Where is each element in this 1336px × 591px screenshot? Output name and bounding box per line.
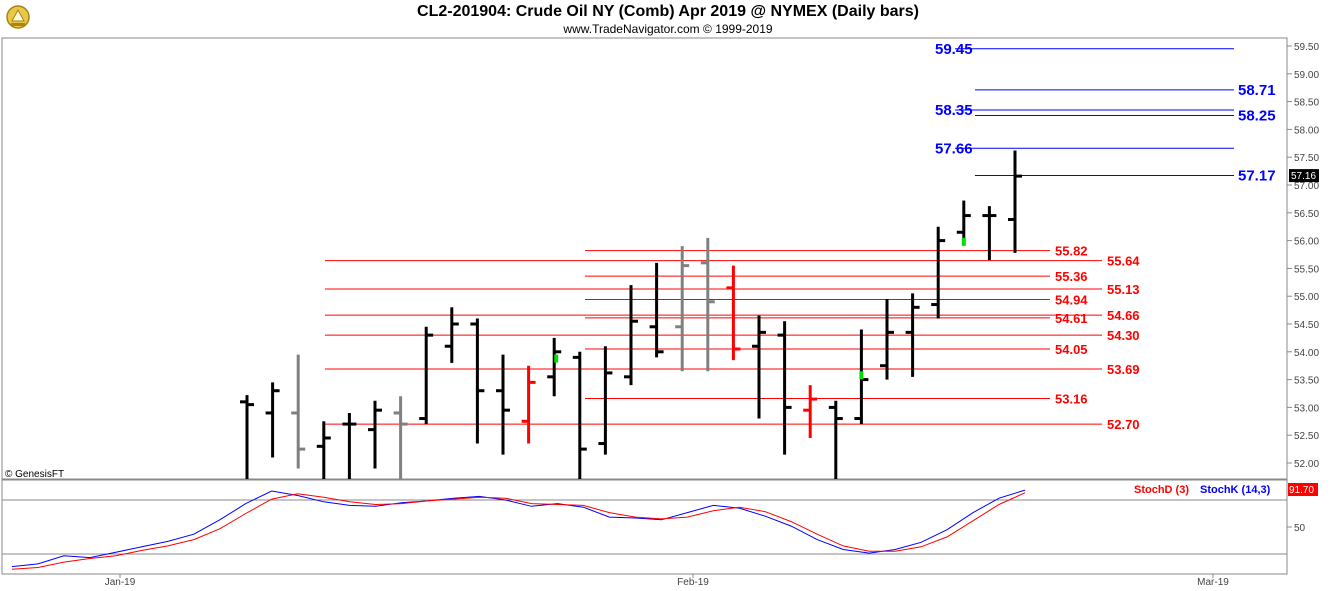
watermark: © GenesisFT: [5, 469, 64, 480]
ohlc-bar: [726, 265, 741, 361]
chart-frame: [1, 37, 1288, 575]
y-tick-label: 54.00: [1294, 348, 1319, 359]
ohlc-bar: [572, 351, 587, 479]
ohlc-bar: [265, 382, 280, 458]
ohlc-bar: [649, 262, 664, 358]
price-bars: [240, 150, 1022, 479]
ohlc-bar: [368, 400, 382, 469]
last-price-label: 57.16: [1291, 171, 1316, 182]
stoch-y-tick-label: 50: [1294, 523, 1306, 534]
legend-stoch-k: StochK (14,3): [1200, 484, 1271, 496]
red-level-label: 55.82: [1055, 244, 1088, 259]
red-level-label: 54.05: [1055, 342, 1088, 357]
ohlc-bar: [675, 246, 690, 372]
trade-navigator-logo-icon: [3, 3, 33, 38]
y-tick-label: 53.00: [1294, 403, 1319, 414]
y-tick-label: 57.00: [1294, 181, 1319, 192]
ohlc-bar: [547, 337, 562, 397]
y-tick-label: 56.50: [1294, 209, 1319, 220]
stoch-last-value-box: [1288, 483, 1318, 496]
stochastic-panel: 50 StochD (3) StochK (14,3) 91.70: [2, 483, 1318, 570]
red-level-label: 55.64: [1107, 254, 1140, 269]
y-tick-label: 54.50: [1294, 320, 1319, 331]
y-tick-label: 52.50: [1294, 431, 1319, 442]
stoch-d-line: [11, 492, 1026, 570]
stoch-last-value: 91.70: [1289, 485, 1314, 496]
y-tick-label: 58.50: [1294, 98, 1319, 109]
ohlc-bar: [496, 354, 510, 455]
ohlc-bar: [624, 285, 638, 386]
red-level-label: 53.16: [1055, 392, 1088, 407]
y-tick-label: 58.00: [1294, 125, 1319, 136]
y-tick-label: 59.50: [1294, 42, 1319, 53]
red-level-label: 54.30: [1107, 328, 1140, 343]
blue-level-label: 57.17: [1238, 168, 1276, 185]
legend-stoch-d: StochD (3): [1134, 484, 1189, 496]
y-tick-label: 55.50: [1294, 264, 1319, 275]
price-panel-frame: [1, 37, 1288, 480]
red-level-label: 55.36: [1055, 269, 1088, 284]
ohlc-bar: [316, 421, 331, 479]
red-level-label: 53.69: [1107, 362, 1140, 377]
red-level-label: 54.66: [1107, 308, 1140, 323]
blue-level-label: 58.35: [935, 102, 973, 119]
ohlc-bar: [931, 226, 946, 319]
ohlc-bar: [1008, 150, 1022, 253]
ohlc-bar: [342, 412, 357, 479]
ohlc-bar: [598, 346, 613, 455]
ohlc-bar: [803, 385, 818, 438]
x-tick-label: Mar-19: [1197, 577, 1229, 588]
x-tick-label: Jan-19: [105, 577, 136, 588]
ohlc-bar: [700, 237, 715, 372]
ohlc-bar: [828, 400, 843, 479]
stoch-k-line: [11, 489, 1026, 568]
date-axis: Jan-19 Feb-19 Mar-19: [105, 574, 1229, 588]
ohlc-bar: [419, 326, 434, 425]
ohlc-bar: [752, 315, 766, 419]
ohlc-bar: [905, 293, 920, 377]
ohlc-bar: [470, 318, 485, 444]
ohlc-bar: [777, 321, 792, 455]
y-tick-label: 52.00: [1294, 459, 1319, 470]
y-tick-label: 53.50: [1294, 376, 1319, 387]
red-level-label: 54.94: [1055, 293, 1088, 308]
red-level-label: 52.70: [1107, 417, 1140, 432]
ohlc-bar: [291, 354, 306, 469]
red-level-label: 54.61: [1055, 311, 1088, 326]
chart-subtitle: www.TradeNavigator.com © 1999-2019: [563, 22, 773, 36]
x-tick-label: Feb-19: [677, 577, 709, 588]
price-axis: 52.00 52.50 53.00 53.50 54.00 54.50 55.00 55.50…: [1287, 42, 1319, 470]
blue-level-label: 59.45: [935, 41, 973, 58]
ohlc-bar: [982, 206, 997, 261]
fib-levels: 59.45 58.71 58.35 58.25 57.66 57.17 55.82 55.64…: [325, 41, 1276, 432]
y-tick-label: 59.00: [1294, 70, 1319, 81]
chart-header: CL2-201904: Crude Oil NY (Comb) Apr 2019…: [0, 0, 1336, 38]
ohlc-bar: [521, 365, 536, 444]
ohlc-bar: [393, 396, 408, 479]
red-level-label: 55.13: [1107, 282, 1140, 297]
ohlc-bar: [240, 395, 254, 479]
last-price-box: [1289, 169, 1319, 183]
blue-level-label: 57.66: [935, 140, 973, 157]
y-tick-label: 56.00: [1294, 237, 1319, 248]
blue-level-label: 58.25: [1238, 108, 1276, 125]
ohlc-bar: [444, 307, 459, 363]
ohlc-bar: [956, 200, 971, 241]
blue-level-label: 58.71: [1238, 82, 1276, 99]
y-tick-label: 57.50: [1294, 153, 1319, 164]
ohlc-bar: [880, 298, 894, 380]
chart-title: CL2-201904: Crude Oil NY (Comb) Apr 2019…: [417, 3, 919, 20]
stoch-panel-frame: [1, 479, 1288, 575]
y-tick-label: 55.00: [1294, 292, 1319, 303]
